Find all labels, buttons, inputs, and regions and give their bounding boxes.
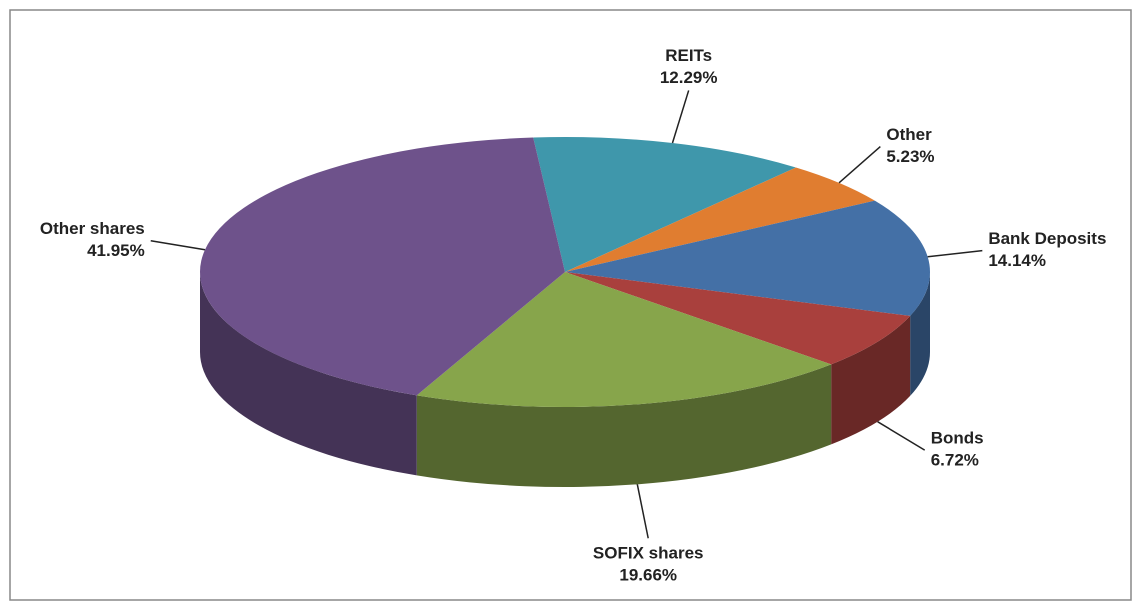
slice-label: REITs (665, 46, 712, 65)
pie-wall (910, 272, 930, 396)
slice-value-label: 5.23% (886, 147, 934, 166)
leader-line (877, 421, 926, 451)
pie-slice (200, 137, 566, 396)
pie-wall (200, 272, 417, 476)
slice-value-label: 12.29% (660, 68, 718, 87)
slice-value-label: 6.72% (931, 451, 979, 470)
pie-slice (533, 137, 796, 272)
pie-tops (200, 137, 930, 407)
pie-wall (416, 364, 832, 487)
leader-line (838, 145, 881, 184)
pie-labels: REITs 12.29% Other 5.23% Bank Deposits 14.14%… (40, 46, 1107, 585)
pie-slice (416, 272, 832, 407)
leader-line (150, 239, 206, 251)
slice-value-label: 41.95% (87, 241, 145, 260)
slice-label: Other (886, 125, 932, 144)
slice-label: Bonds (931, 429, 984, 448)
pie-wall (831, 315, 911, 445)
slice-value-label: 19.66% (619, 566, 677, 585)
slice-label: Other shares (40, 219, 145, 238)
leader-line (927, 249, 983, 258)
pie-slice (565, 167, 875, 272)
leader-line (636, 484, 649, 539)
pie-walls (200, 272, 930, 487)
pie-slice (565, 272, 911, 365)
pie-slice (565, 200, 930, 316)
slice-value-label: 14.14% (988, 251, 1046, 270)
slice-label: Bank Deposits (988, 229, 1106, 248)
slice-label: SOFIX shares (593, 544, 704, 563)
leader-line (671, 90, 690, 144)
